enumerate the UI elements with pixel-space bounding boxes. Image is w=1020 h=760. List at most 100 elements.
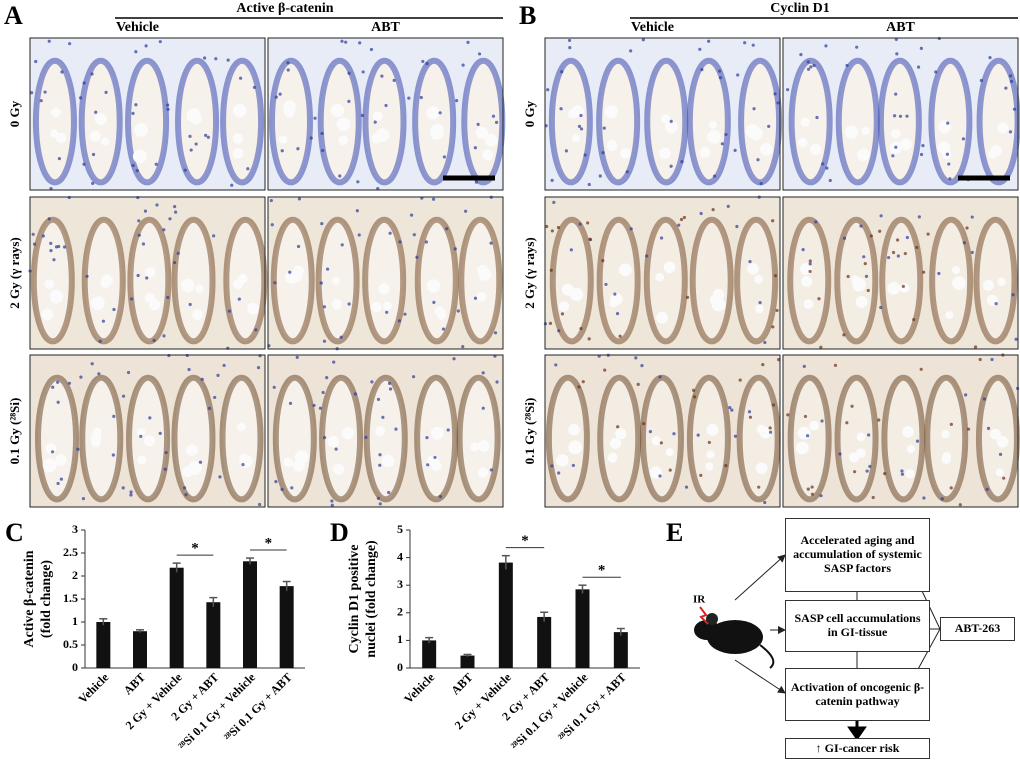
goblet bbox=[143, 435, 156, 447]
nucleus bbox=[846, 274, 850, 279]
nucleus bbox=[587, 337, 591, 341]
nucleus bbox=[819, 494, 823, 498]
nucleus bbox=[111, 453, 115, 457]
nucleus bbox=[49, 186, 53, 191]
micrograph bbox=[28, 195, 268, 350]
nucleus bbox=[162, 228, 166, 232]
nucleus bbox=[297, 197, 302, 201]
nucleus bbox=[237, 297, 241, 301]
nucleus bbox=[940, 497, 944, 501]
nucleus bbox=[970, 215, 974, 219]
goblet bbox=[857, 148, 870, 162]
nucleus bbox=[135, 168, 139, 173]
goblet bbox=[665, 120, 678, 134]
nucleus bbox=[752, 107, 756, 111]
y-tick-label: 0.5 bbox=[63, 637, 78, 651]
nucleus bbox=[246, 167, 250, 171]
goblet bbox=[941, 429, 950, 439]
goblet bbox=[49, 289, 64, 304]
nucleus bbox=[581, 380, 585, 384]
goblet bbox=[470, 442, 480, 452]
y-axis-label: Cyclin D1 positive bbox=[347, 545, 362, 654]
crypt bbox=[319, 374, 364, 503]
goblet bbox=[568, 440, 583, 455]
row-label: 0.1 Gy (²⁸Si) bbox=[522, 398, 537, 465]
diagram-node: Activation of oncogenic β-catenin pathwa… bbox=[785, 668, 930, 721]
goblet bbox=[890, 128, 901, 139]
nucleus bbox=[985, 487, 989, 491]
nucleus bbox=[173, 204, 177, 209]
nucleus bbox=[724, 132, 728, 137]
nucleus bbox=[143, 209, 148, 213]
y-tick-label: 2.5 bbox=[63, 545, 78, 559]
nucleus bbox=[139, 434, 143, 439]
nucleus bbox=[554, 363, 558, 367]
nucleus bbox=[222, 363, 226, 368]
bar bbox=[537, 616, 552, 668]
nucleus bbox=[803, 414, 808, 419]
goblet bbox=[803, 299, 814, 310]
bar bbox=[206, 602, 221, 668]
goblet bbox=[856, 432, 866, 442]
nucleus bbox=[481, 371, 485, 375]
nucleus bbox=[1009, 79, 1014, 84]
nucleus bbox=[376, 496, 381, 500]
micrograph bbox=[543, 195, 781, 350]
crypt bbox=[171, 216, 216, 345]
nucleus bbox=[152, 338, 156, 342]
nucleus bbox=[820, 419, 824, 423]
nucleus bbox=[466, 40, 470, 45]
goblet bbox=[996, 435, 1009, 448]
nucleus bbox=[286, 68, 290, 72]
nucleus bbox=[360, 113, 365, 118]
crypt bbox=[268, 57, 313, 186]
nucleus bbox=[91, 152, 96, 157]
nucleus bbox=[431, 197, 436, 201]
nucleus bbox=[54, 245, 59, 249]
nucleus bbox=[330, 503, 334, 507]
nucleus bbox=[810, 485, 814, 489]
nucleus bbox=[879, 305, 883, 310]
crypt bbox=[545, 374, 590, 503]
crypt bbox=[924, 374, 969, 503]
goblet bbox=[797, 426, 811, 440]
nucleus bbox=[361, 70, 365, 74]
nucleus bbox=[398, 240, 402, 244]
micrograph bbox=[267, 195, 504, 351]
nucleus bbox=[865, 469, 869, 473]
nucleus bbox=[896, 238, 900, 242]
goblet bbox=[289, 269, 303, 283]
nucleus bbox=[481, 406, 485, 410]
crypt bbox=[171, 374, 216, 503]
nucleus bbox=[548, 321, 553, 325]
nucleus bbox=[384, 103, 388, 108]
nucleus bbox=[174, 210, 178, 214]
nucleus bbox=[743, 41, 747, 45]
goblet bbox=[754, 304, 764, 314]
nucleus bbox=[853, 470, 857, 474]
crypt bbox=[834, 374, 879, 503]
nucleus bbox=[59, 477, 63, 481]
nucleus bbox=[412, 233, 416, 237]
goblet bbox=[755, 462, 768, 474]
nucleus bbox=[226, 58, 230, 62]
crypt bbox=[30, 216, 75, 345]
nucleus bbox=[982, 397, 986, 401]
nucleus bbox=[978, 357, 982, 362]
nucleus bbox=[842, 236, 847, 240]
nucleus bbox=[550, 229, 554, 233]
nucleus bbox=[699, 473, 703, 477]
crypt bbox=[929, 216, 974, 345]
nucleus bbox=[97, 372, 101, 376]
nucleus bbox=[700, 67, 704, 72]
panel-letter: D bbox=[330, 518, 349, 547]
panel-title: Active β-catenin bbox=[236, 1, 333, 16]
nucleus bbox=[453, 247, 457, 251]
nucleus bbox=[182, 486, 187, 490]
nucleus bbox=[733, 148, 737, 152]
nucleus bbox=[270, 223, 274, 227]
goblet bbox=[484, 133, 498, 147]
nucleus bbox=[761, 362, 765, 367]
nucleus bbox=[31, 232, 35, 236]
nucleus bbox=[387, 490, 391, 495]
